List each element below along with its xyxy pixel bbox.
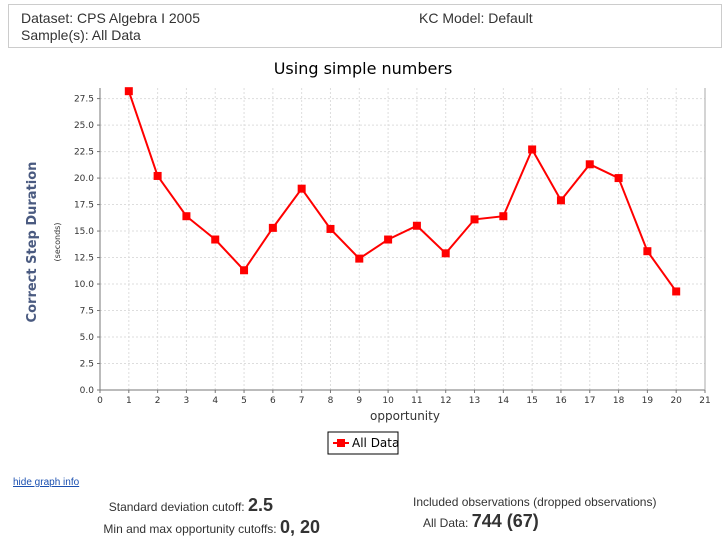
y-tick-label: 12.5 (74, 254, 94, 264)
y-tick-label: 2.5 (80, 360, 94, 370)
sd-cutoff: Standard deviation cutoff: 2.5 (109, 495, 273, 516)
data-point (412, 221, 421, 230)
x-tick-label: 8 (328, 396, 334, 406)
y-tick-label: 0.0 (80, 386, 95, 396)
y-tick-label: 17.5 (74, 201, 94, 211)
y-axis-label: Correct Step Duration (25, 162, 40, 323)
x-tick-label: 7 (299, 396, 305, 406)
minmax-label: Min and max opportunity cutoffs: (103, 522, 277, 536)
x-tick-label: 9 (356, 396, 362, 406)
data-point (528, 145, 537, 154)
x-axis-label: opportunity (370, 409, 440, 423)
kc-model-label: KC Model: Default (419, 10, 533, 26)
y-axis-unit: (seconds) (53, 223, 62, 262)
y-tick-label: 10.0 (74, 280, 94, 290)
data-point (211, 235, 220, 244)
data-point (499, 212, 508, 221)
minmax-value: 0, 20 (279, 517, 320, 537)
plot-area (100, 88, 705, 390)
dataset-label: Dataset: CPS Algebra I 2005 (21, 10, 200, 26)
samples-label: Sample(s): All Data (21, 27, 141, 43)
sd-value: 2.5 (247, 495, 273, 515)
x-tick-label: 5 (241, 396, 247, 406)
y-tick-label: 20.0 (74, 174, 94, 184)
x-tick-label: 17 (584, 396, 595, 406)
x-tick-label: 2 (155, 396, 161, 406)
series-line (127, 90, 678, 293)
data-point (441, 249, 450, 258)
y-tick-label: 25.0 (74, 121, 94, 131)
x-tick-label: 6 (270, 396, 276, 406)
data-point (268, 223, 277, 232)
legend-label: All Data (352, 436, 399, 450)
learning-curve-chart: Using simple numbers 0 1 2 3 4 5 6 7 8 9 10 11 12 13 1… (25, 59, 711, 455)
legend-marker (337, 439, 345, 447)
x-tick-label: 20 (670, 396, 682, 406)
data-point (643, 247, 652, 256)
y-tick-label: 22.5 (74, 148, 94, 158)
data-point (384, 235, 393, 244)
x-tick-label: 21 (699, 396, 710, 406)
included-label: Included observations (dropped observati… (413, 495, 657, 509)
y-tick-label: 7.5 (80, 307, 94, 317)
chart-title: Using simple numbers (274, 59, 453, 78)
x-tick-label: 10 (382, 396, 394, 406)
x-tick-label: 14 (498, 396, 510, 406)
data-point (297, 184, 306, 193)
data-point (153, 171, 162, 180)
sd-label: Standard deviation cutoff: (108, 500, 245, 514)
x-tick-label: 3 (184, 396, 190, 406)
data-point (585, 160, 594, 169)
all-data-label: All Data: (423, 516, 469, 530)
all-data-observations: All Data: 744 (67) (423, 511, 539, 532)
data-point (470, 215, 479, 224)
data-point (240, 266, 249, 275)
all-data-value: 744 (67) (471, 511, 539, 531)
x-tick-label: 15 (526, 396, 537, 406)
data-point (556, 196, 565, 205)
legend: All Data (327, 431, 399, 455)
data-point (614, 174, 623, 183)
x-tick-label: 4 (212, 396, 218, 406)
data-point (672, 287, 681, 296)
x-tick-label: 0 (97, 396, 103, 406)
data-point (182, 212, 191, 221)
data-point (124, 87, 133, 96)
x-tick-label: 12 (440, 396, 451, 406)
x-tick-label: 13 (469, 396, 480, 406)
minmax-cutoff: Min and max opportunity cutoffs: 0, 20 (103, 517, 320, 538)
y-tick-label: 15.0 (74, 227, 94, 237)
x-tick-label: 1 (126, 396, 132, 406)
x-tick-label: 19 (642, 396, 654, 406)
dataset-info-panel: Dataset: CPS Algebra I 2005 Sample(s): A… (8, 4, 722, 48)
data-point (355, 254, 364, 263)
y-tick-label: 5.0 (80, 333, 95, 343)
y-tick-label: 27.5 (74, 95, 94, 105)
hide-graph-info-link[interactable]: hide graph info (13, 477, 80, 488)
x-tick-label: 18 (613, 396, 625, 406)
x-tick-label: 16 (555, 396, 567, 406)
x-tick-label: 11 (411, 396, 422, 406)
data-point (326, 224, 335, 233)
